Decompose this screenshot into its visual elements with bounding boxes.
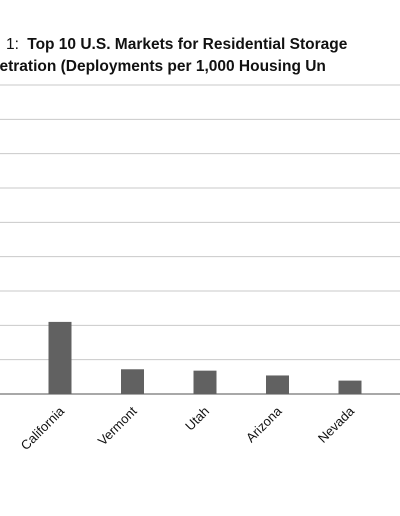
chart-title-prefix: 1: [6,36,19,53]
chart-title-line-1: 1: Top 10 U.S. Markets for Residential S… [6,36,348,53]
bars [48,321,362,394]
bar-nevada [338,380,362,394]
x-tick-label: Arizona [243,403,285,445]
x-tick-label: Vermont [95,403,140,448]
x-tick-labels: CaliforniaVermontUtahArizonaNevadaT [18,403,358,453]
chart-title-line-2: netration (Deployments per 1,000 Housing… [0,58,326,75]
x-tick-label: California [18,403,68,453]
x-tick-label: Nevada [315,403,358,446]
bar-arizona [266,375,289,394]
bar-utah [193,370,217,394]
bar-vermont [121,369,144,394]
chart-title-main: Top 10 U.S. Markets for Residential Stor… [27,36,348,53]
x-tick-label: Utah [182,404,212,434]
bar-california [48,321,72,394]
